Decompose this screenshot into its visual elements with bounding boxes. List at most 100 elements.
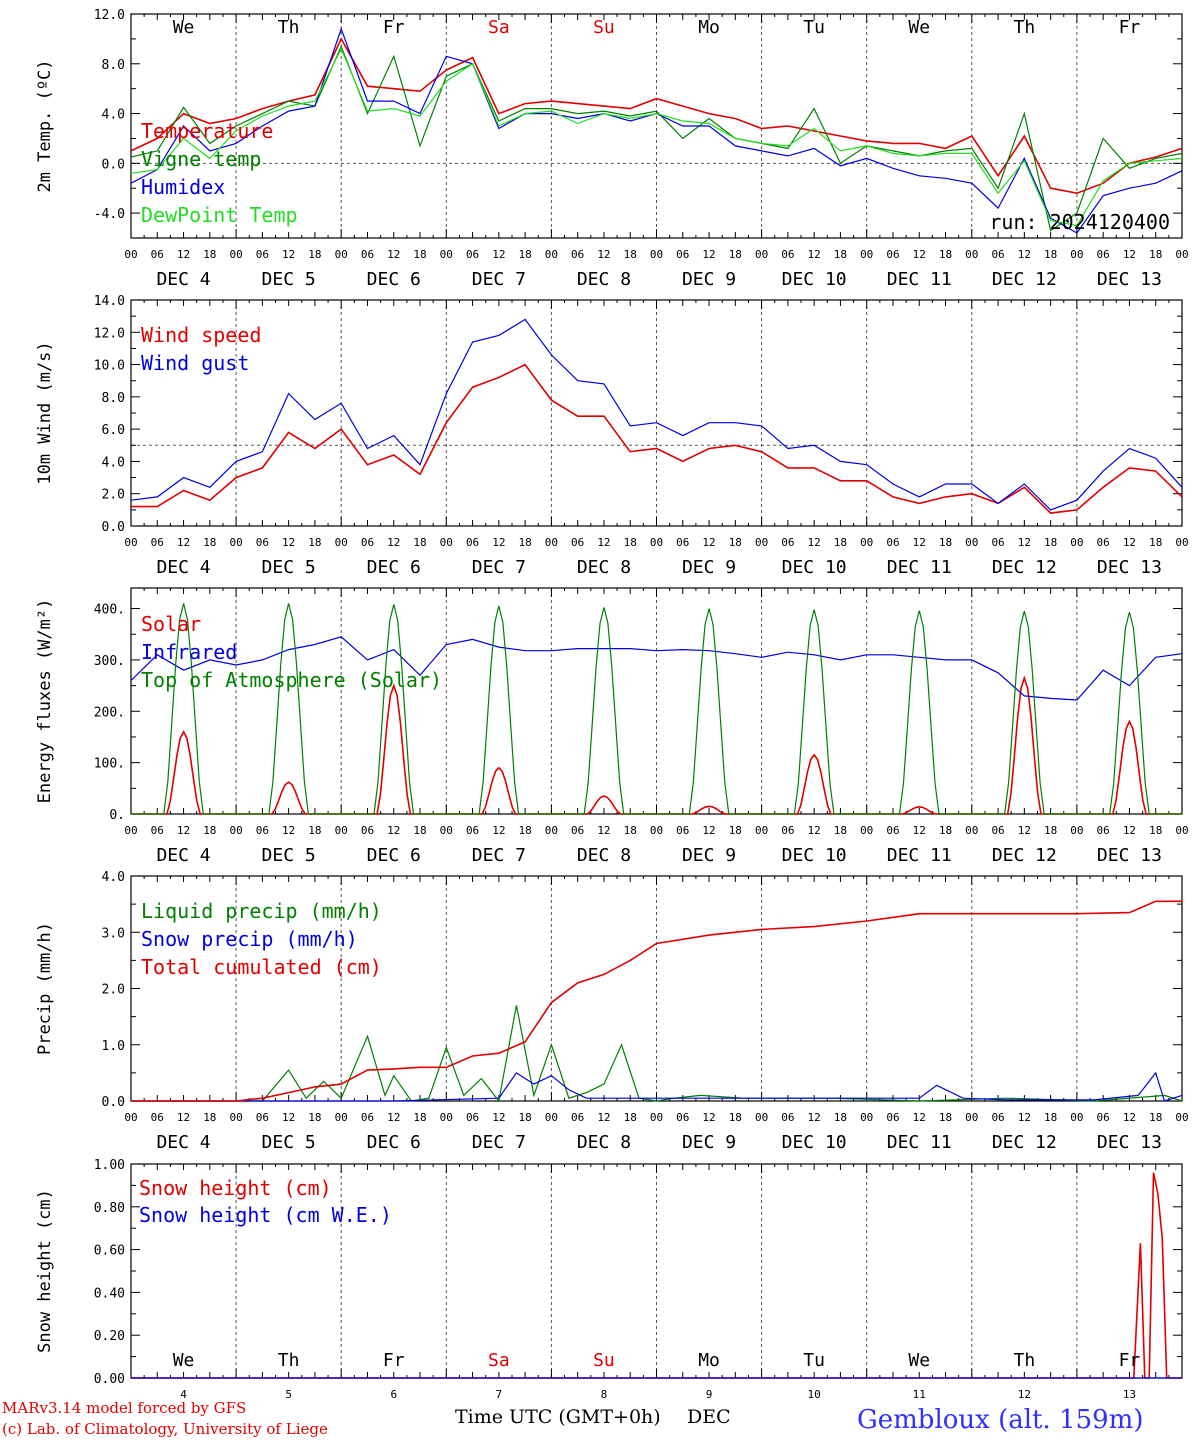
- series-infrared: [130, 636, 1183, 701]
- y-tick-label: 4.0: [102, 870, 125, 885]
- date-label: DEC 8: [577, 845, 631, 866]
- y-tick-label: 0.0: [102, 1095, 125, 1110]
- hour-tick-label: 00: [1070, 248, 1083, 261]
- hour-tick-label: 00: [650, 248, 663, 261]
- hour-tick-label: 06: [991, 536, 1004, 549]
- date-label: DEC 4: [156, 845, 210, 866]
- date-label: DEC 12: [992, 845, 1057, 866]
- hour-tick-label: 00: [440, 248, 453, 261]
- legend-entry: Snow precip (mm/h): [141, 927, 358, 951]
- hour-tick-label: 00: [860, 536, 873, 549]
- date-label: DEC 13: [1097, 269, 1162, 290]
- y-tick-label: 8.0: [102, 391, 125, 406]
- hour-tick-label: 00: [965, 536, 978, 549]
- date-label: DEC 11: [887, 269, 952, 290]
- legend-entry: Infrared: [141, 640, 237, 664]
- y-axis-title: Snow height (cm): [35, 1189, 55, 1353]
- hour-tick-label: 12: [1018, 824, 1031, 837]
- hour-tick-label: 00: [1175, 1111, 1188, 1124]
- hour-tick-label: 06: [361, 536, 374, 549]
- hour-tick-label: 06: [151, 1111, 164, 1124]
- hour-tick-label: 12: [808, 248, 821, 261]
- hour-tick-label: 00: [124, 536, 137, 549]
- hour-tick-label: 18: [729, 536, 742, 549]
- hour-tick-label: 12: [387, 824, 400, 837]
- hour-tick-label: 18: [834, 824, 847, 837]
- hour-tick-label: 18: [203, 248, 216, 261]
- day-label: Sa: [488, 17, 510, 38]
- hour-tick-label: 18: [834, 248, 847, 261]
- hour-tick-label: 06: [151, 248, 164, 261]
- hour-tick-label: 06: [466, 824, 479, 837]
- hour-tick-label: 18: [519, 824, 532, 837]
- hour-tick-label: 06: [466, 248, 479, 261]
- legend-entry: Humidex: [141, 175, 225, 199]
- hour-tick-label: 00: [860, 824, 873, 837]
- hour-tick-label: 06: [466, 1111, 479, 1124]
- hour-tick-label: 00: [1070, 824, 1083, 837]
- date-label: DEC 13: [1097, 845, 1162, 866]
- hour-tick-label: 12: [492, 824, 505, 837]
- day-label: Mo: [698, 17, 720, 38]
- hour-tick-label: 12: [702, 536, 715, 549]
- model-credit: MARv3.14 model forced by GFS: [2, 1399, 246, 1417]
- hour-tick-label: 18: [1149, 536, 1162, 549]
- date-label: DEC 13: [1097, 1132, 1162, 1153]
- hour-tick-label: 06: [466, 536, 479, 549]
- y-tick-label: 0.80: [94, 1201, 125, 1216]
- hour-tick-label: 00: [545, 536, 558, 549]
- hour-tick-label: 18: [203, 536, 216, 549]
- hour-tick-label: 18: [519, 1111, 532, 1124]
- y-tick-label: 0.20: [94, 1329, 125, 1344]
- y-tick-label: 12.0: [94, 8, 125, 23]
- panel-4: 0.0 1.0 2.0 3.0 4.0 Precip (mm/h) 00 06 12 18 00 06…: [35, 870, 1189, 1153]
- hour-tick-label: 18: [1044, 248, 1057, 261]
- hour-tick-label: 12: [387, 248, 400, 261]
- y-axis-title: Precip (mm/h): [35, 922, 55, 1055]
- date-label: DEC 5: [262, 845, 316, 866]
- hour-tick-label: 00: [650, 824, 663, 837]
- date-label: DEC 4: [156, 1132, 210, 1153]
- hour-tick-label: 06: [781, 1111, 794, 1124]
- hour-tick-label: 06: [886, 824, 899, 837]
- y-tick-label: 300.: [94, 654, 125, 669]
- hour-tick-label: 00: [650, 1111, 663, 1124]
- hour-tick-label: 00: [1175, 536, 1188, 549]
- y-tick-label: -4.0: [94, 207, 125, 222]
- hour-tick-label: 06: [361, 248, 374, 261]
- hour-tick-label: 12: [913, 1111, 926, 1124]
- hour-tick-label: 00: [1070, 536, 1083, 549]
- date-label: DEC 5: [262, 1132, 316, 1153]
- series-dewpoint-temp: [130, 47, 1183, 227]
- y-tick-label: 100.: [94, 757, 125, 772]
- hour-tick-label: 18: [308, 824, 321, 837]
- hour-tick-label: 06: [991, 1111, 1004, 1124]
- hour-tick-label: 06: [1097, 824, 1110, 837]
- hour-tick-label: 18: [1149, 248, 1162, 261]
- date-number: 6: [390, 1388, 397, 1401]
- hour-tick-label: 18: [624, 824, 637, 837]
- date-label: DEC 9: [682, 1132, 736, 1153]
- legend-entry: Wind speed: [141, 323, 261, 347]
- hour-tick-label: 00: [860, 1111, 873, 1124]
- hour-tick-label: 00: [229, 536, 242, 549]
- date-label: DEC 6: [367, 845, 421, 866]
- date-number: 5: [285, 1388, 292, 1401]
- hour-tick-label: 18: [308, 536, 321, 549]
- day-label: Tu: [803, 1350, 825, 1371]
- hour-tick-label: 00: [229, 824, 242, 837]
- day-label: Tu: [803, 17, 825, 38]
- hour-tick-label: 18: [1044, 824, 1057, 837]
- day-label: We: [908, 17, 930, 38]
- hour-tick-label: 00: [335, 1111, 348, 1124]
- date-label: DEC 12: [992, 557, 1057, 578]
- hour-tick-label: 18: [413, 248, 426, 261]
- hour-tick-label: 12: [597, 824, 610, 837]
- date-label: DEC 7: [472, 1132, 526, 1153]
- legend-entry: Snow height (cm): [139, 1176, 332, 1200]
- hour-tick-label: 00: [965, 824, 978, 837]
- hour-tick-label: 12: [387, 536, 400, 549]
- x-axis-title: Time UTC (GMT+0h): [455, 1406, 661, 1428]
- hour-tick-label: 18: [624, 536, 637, 549]
- panel-5: 0.00 0.20 0.40 0.60 0.80 1.00 Snow height (cm)…: [35, 1158, 1183, 1401]
